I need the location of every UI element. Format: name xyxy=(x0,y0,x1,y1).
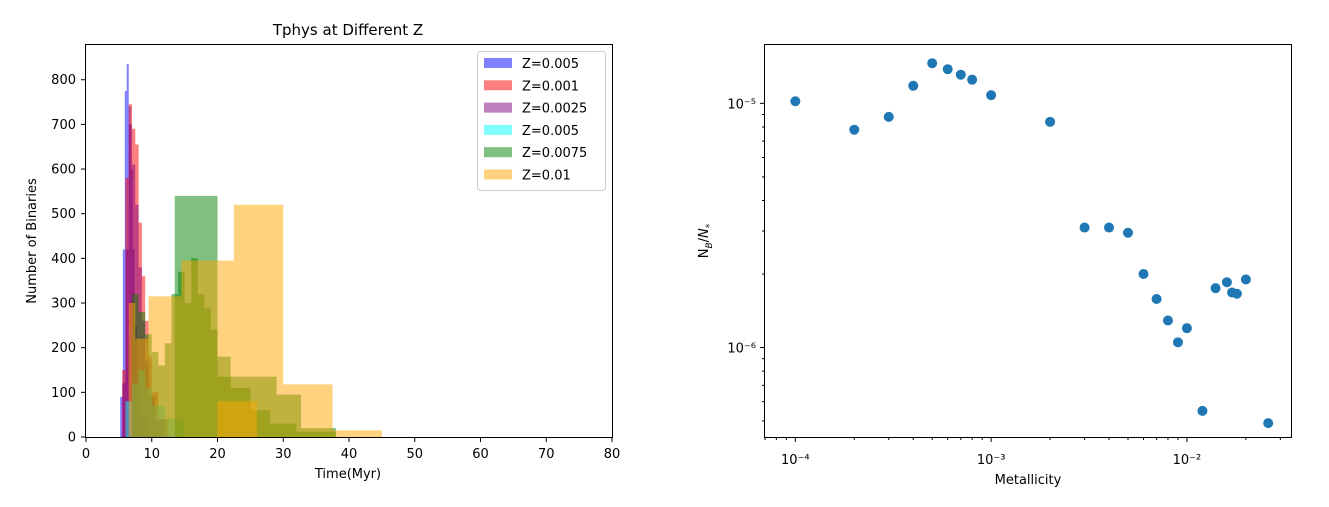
scatter-point xyxy=(849,124,860,135)
hist-legend: Z=0.005 Z=0.001 Z=0.0025 Z=0.005 Z=0.0075 Z=0… xyxy=(477,51,606,191)
scatter-point xyxy=(883,111,894,122)
scatter-point xyxy=(967,74,978,85)
hist-y-label: Number of Binaries xyxy=(25,178,40,304)
scatter-y-label: NB/N* xyxy=(697,223,715,258)
hist-bar xyxy=(128,124,133,438)
scatter-point xyxy=(927,58,938,69)
scatter-point xyxy=(986,90,997,101)
hist-bar xyxy=(148,296,182,437)
legend-label: Z=0.005 xyxy=(522,124,579,139)
scatter-point xyxy=(908,80,919,91)
scatter-point xyxy=(1079,222,1090,233)
scatter-point xyxy=(1162,315,1173,326)
scatter-point xyxy=(942,64,953,75)
y-tick-label: 600 xyxy=(51,163,76,178)
scatter-y-ticks: 10⁻⁶ 10⁻⁵ xyxy=(727,97,765,422)
scatter-point xyxy=(1122,227,1133,238)
y-tick-label: 200 xyxy=(51,341,76,356)
x-tick-label: 60 xyxy=(472,447,489,462)
x-tick-label: 10⁻³ xyxy=(977,453,1006,468)
legend-swatch xyxy=(484,169,512,180)
legend-swatch xyxy=(484,58,512,68)
y-tick-label: 700 xyxy=(51,118,76,133)
scatter-point xyxy=(955,69,966,80)
legend-swatch xyxy=(484,147,512,158)
scatter-x-ticks: 10⁻⁴ 10⁻³ 10⁻² xyxy=(764,437,1281,468)
x-tick-label: 30 xyxy=(275,447,292,462)
legend-label: Z=0.001 xyxy=(522,79,579,94)
hist-series-5 xyxy=(128,204,382,437)
scatter-x-label: Metallicity xyxy=(995,473,1062,488)
hist-bar xyxy=(125,249,129,437)
hist-bar xyxy=(233,204,284,437)
x-tick-label: 10 xyxy=(143,447,160,462)
y-tick-label: 800 xyxy=(51,73,76,88)
y-tick-label: 400 xyxy=(51,252,76,267)
scatter-point xyxy=(1151,294,1162,305)
scatter-point xyxy=(1104,222,1115,233)
hist-x-label: Time(Myr) xyxy=(314,467,381,482)
scatter-point xyxy=(1172,337,1183,348)
x-tick-label: 10⁻² xyxy=(1173,453,1202,468)
hist-title: Tphys at Different Z xyxy=(272,21,423,39)
scatter-point xyxy=(1181,323,1192,334)
y-tick-label: 100 xyxy=(51,386,76,401)
legend-swatch xyxy=(484,102,512,113)
hist-bar xyxy=(217,401,257,437)
scatter-point xyxy=(1240,274,1251,285)
scatter-point xyxy=(1197,405,1208,416)
hist-bar xyxy=(283,384,333,437)
y-tick-label: 0 xyxy=(68,431,76,446)
x-tick-label: 70 xyxy=(538,447,555,462)
legend-label: Z=0.0075 xyxy=(522,146,587,161)
x-tick-label: 80 xyxy=(604,447,621,462)
scatter-point xyxy=(1045,116,1056,127)
y-tick-label: 10⁻⁵ xyxy=(727,97,756,112)
legend-swatch xyxy=(484,80,512,91)
scatter-points xyxy=(790,58,1274,429)
x-tick-label: 0 xyxy=(82,447,90,462)
hist-x-ticks: 0 10 20 30 40 50 60 70 80 xyxy=(82,437,620,462)
hist-bars xyxy=(120,64,382,438)
x-tick-label: 10⁻⁴ xyxy=(781,453,810,468)
hist-bar xyxy=(135,338,149,437)
hist-bar xyxy=(120,396,123,437)
legend-swatch xyxy=(484,124,512,135)
hist-bar xyxy=(122,383,126,437)
scatter-point xyxy=(790,96,801,107)
scatter-point xyxy=(1263,418,1274,429)
hist-bar xyxy=(122,249,125,437)
y-tick-label: 500 xyxy=(51,207,76,222)
scatter-axes-frame xyxy=(764,44,1292,438)
scatter-point xyxy=(1231,288,1242,299)
legend-label: Z=0.01 xyxy=(522,169,571,184)
scatter-point xyxy=(1138,269,1149,280)
x-tick-label: 40 xyxy=(341,447,358,462)
legend-label: Z=0.0025 xyxy=(522,102,587,117)
scatter-point xyxy=(1221,277,1232,288)
scatter-chart: 10⁻⁴ 10⁻³ 10⁻² 10⁻⁶ 10⁻⁵ Metallicity NB/N* xyxy=(697,44,1292,488)
histogram-chart: Tphys at Different Z 0 10 20 30 40 50 60 70 80 0… xyxy=(25,21,620,482)
hist-bar xyxy=(128,303,136,437)
hist-bar xyxy=(125,401,133,437)
y-tick-label: 300 xyxy=(51,297,76,312)
hist-y-ticks: 0 100 200 300 400 500 600 700 800 xyxy=(51,73,86,446)
x-tick-label: 50 xyxy=(406,447,423,462)
scatter-point xyxy=(1210,283,1221,294)
x-tick-label: 20 xyxy=(209,447,226,462)
legend-label: Z=0.005 xyxy=(522,57,579,72)
y-tick-label: 10⁻⁶ xyxy=(727,342,756,357)
hist-bar xyxy=(332,430,382,437)
